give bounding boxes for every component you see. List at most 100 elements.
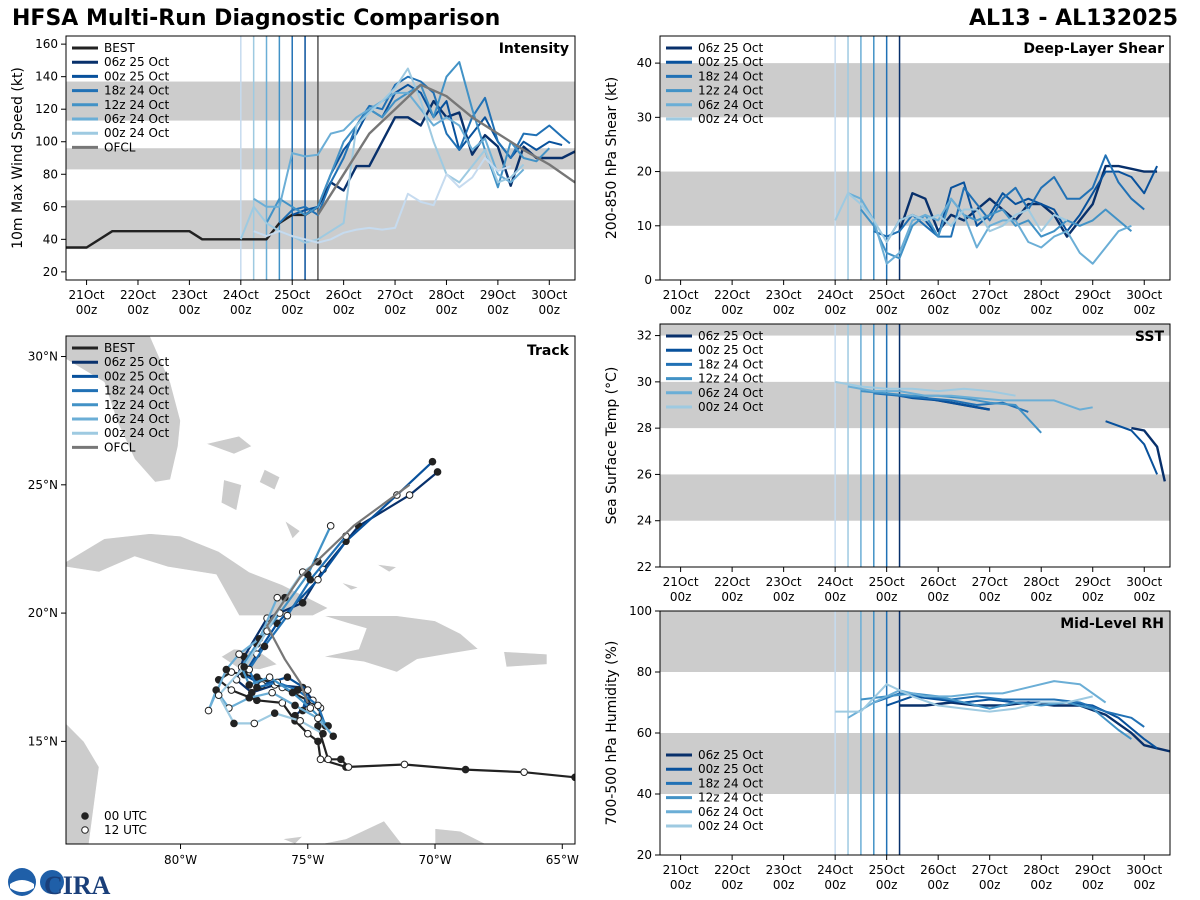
shear-xtick-label: 23Oct (766, 288, 802, 302)
track-position-marker (291, 701, 299, 710)
shear-xtick-label: 28Oct (1023, 288, 1059, 302)
rh-ylabel: 700-500 hPa Humidity (%) (604, 641, 620, 826)
track-position-marker (250, 719, 259, 728)
sst-xtick-label: 29Oct (1075, 575, 1111, 589)
track-position-marker (337, 755, 345, 764)
rh-legend-label: 00z 25 Oct (698, 762, 764, 776)
intensity-legend-label: 12z 24 Oct (104, 98, 170, 112)
rh-xtick-label: 00z (773, 878, 795, 892)
track-lat-tick-label: 30°N (28, 350, 58, 364)
cira-logo: CIRA (8, 868, 111, 898)
sst-series-7 (835, 380, 1016, 397)
intensity-xtick-label: 22Oct (120, 288, 156, 302)
track-position-marker (283, 611, 292, 620)
intensity-xtick-label: 26Oct (326, 288, 362, 302)
shear-legend-label: 00z 25 Oct (698, 55, 764, 69)
track-legend-label: 12z 24 Oct (104, 398, 170, 412)
track-position-marker (405, 491, 414, 499)
track-position-marker (461, 765, 470, 774)
intensity-series-5 (253, 91, 525, 208)
track-position-marker (283, 673, 292, 682)
noaa-wave-icon (10, 880, 34, 892)
sst-xtick-label: 00z (1030, 590, 1052, 604)
track-position-marker (296, 717, 304, 725)
sst-band-2 (660, 324, 1170, 336)
sst-series-3 (1105, 420, 1159, 475)
shear-title: Deep-Layer Shear (1023, 41, 1164, 57)
sst-xtick-label: 00z (1133, 590, 1155, 604)
sst-frame (659, 323, 1171, 568)
shear-legend-label: 00z 24 Oct (698, 112, 764, 126)
land-mass-12 (340, 582, 360, 591)
shear-xtick-label: 22Oct (714, 288, 750, 302)
sst-xtick-label: 00z (824, 590, 846, 604)
track-legend-label: 00z 25 Oct (104, 369, 170, 383)
sst-plot-area (660, 324, 1170, 567)
sst-ytick-label: 26 (637, 467, 652, 481)
intensity-xtick-label: 00z (179, 303, 201, 317)
sst-series-4 (873, 392, 1029, 413)
track-series-3 (248, 535, 347, 727)
intensity-xtick-label: 24Oct (223, 288, 259, 302)
sst-legend-label: 00z 24 Oct (698, 400, 764, 414)
rh-xtick-label: 24Oct (817, 863, 853, 877)
track-legend-label: 06z 25 Oct (104, 355, 170, 369)
land-mass-9 (220, 479, 242, 511)
sst-xtick-label: 21Oct (663, 575, 699, 589)
rh-series-0 (899, 701, 1170, 753)
sst-xtick-label: 00z (773, 590, 795, 604)
rh-xtick-label: 00z (927, 878, 949, 892)
track-marker-legend-symbol (81, 826, 89, 834)
track-position-marker (303, 729, 312, 738)
shear-xtick-label: 30Oct (1126, 288, 1162, 302)
intensity-series-0 (66, 205, 319, 249)
rh-band-1 (660, 611, 1170, 672)
sst-band-0 (660, 474, 1170, 521)
land-mass-6 (243, 820, 575, 844)
track-position-marker (314, 714, 322, 723)
shear-xtick-label: 00z (1133, 303, 1155, 317)
intensity-ytick-label: 60 (43, 200, 58, 214)
sst-xtick-label: 30Oct (1126, 575, 1162, 589)
shear-xtick-label: 00z (1082, 303, 1104, 317)
shear-ytick-label: 0 (644, 273, 652, 287)
intensity-ytick-label: 140 (35, 70, 58, 84)
track-position-marker (314, 737, 322, 746)
cira-logo-text: CIRA (44, 871, 111, 898)
shear-xtick-label: 00z (979, 303, 1001, 317)
intensity-xtick-label: 30Oct (531, 288, 567, 302)
intensity-plot-area (66, 36, 575, 280)
shear-xtick-label: 00z (1030, 303, 1052, 317)
rh-legend-label: 06z 24 Oct (698, 805, 764, 819)
shear-xtick-label: 00z (876, 303, 898, 317)
rh-legend-label: 12z 24 Oct (698, 791, 764, 805)
intensity-legend-label: OFCL (104, 140, 136, 154)
track-series-5 (207, 597, 335, 737)
shear-ylabel: 200-850 hPa Shear (kt) (604, 77, 620, 239)
track-position-marker (306, 704, 315, 712)
intensity-frame (65, 35, 576, 281)
track-position-marker (400, 760, 409, 769)
rh-xtick-label: 00z (979, 878, 1001, 892)
sst-xtick-label: 00z (1082, 590, 1104, 604)
track-position-marker (344, 763, 353, 771)
intensity-legend-label: 18z 24 Oct (104, 84, 170, 98)
track-position-marker (329, 732, 338, 741)
intensity-band-1 (66, 148, 575, 170)
rh-legend-label: 06z 25 Oct (698, 748, 764, 762)
rh-title: Mid-Level RH (1060, 616, 1164, 632)
shear-xtick-label: 00z (927, 303, 949, 317)
land-mass-5 (66, 722, 100, 844)
intensity-legend-label: 00z 25 Oct (104, 69, 170, 83)
track-title: Track (527, 343, 570, 359)
storm-id: AL13 - AL132025 (969, 6, 1178, 31)
intensity-ylabel: 10m Max Wind Speed (kt) (10, 67, 26, 249)
intensity-xtick-label: 28Oct (428, 288, 464, 302)
intensity-series-7 (253, 157, 512, 244)
sst-xtick-label: 24Oct (817, 575, 853, 589)
sst-legend-label: 00z 25 Oct (698, 343, 764, 357)
sst-xtick-label: 00z (670, 590, 692, 604)
intensity-ytick-label: 80 (43, 167, 58, 181)
track-lon-tick-label: 65°W (546, 853, 579, 867)
shear-plot-area (660, 36, 1170, 280)
